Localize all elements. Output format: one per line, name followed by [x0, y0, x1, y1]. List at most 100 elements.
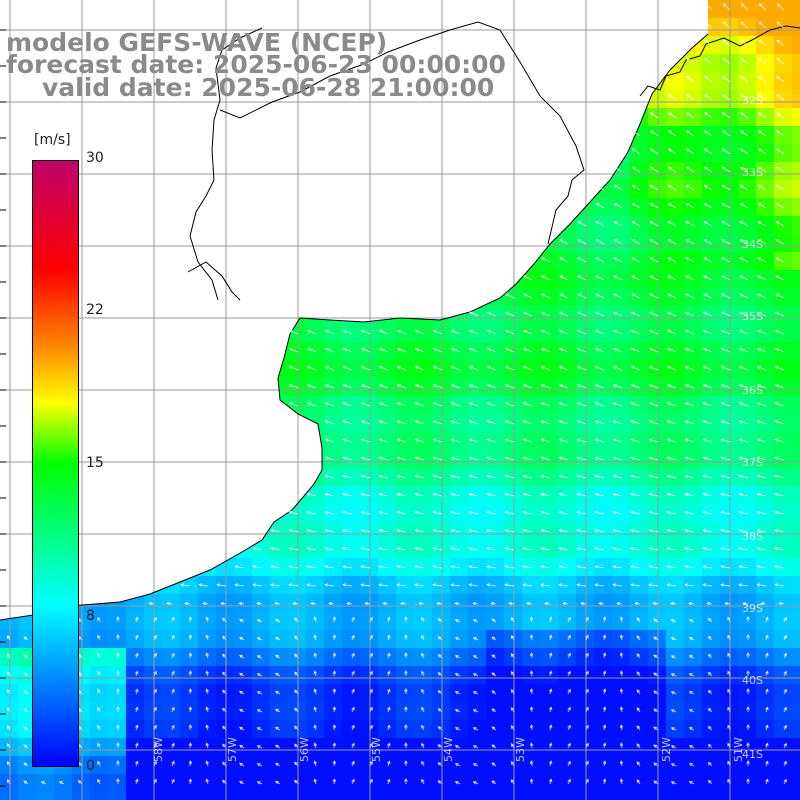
wind-arrow — [523, 293, 533, 299]
wind-arrow — [783, 670, 787, 677]
wind-arrow — [567, 688, 571, 695]
wind-arrow — [171, 706, 175, 713]
wind-arrow — [324, 492, 335, 497]
wind-arrow — [707, 743, 713, 749]
wind-arrow — [454, 745, 461, 749]
wind-arrow — [360, 365, 371, 371]
speed-cell — [774, 558, 793, 577]
wind-arrow — [378, 329, 389, 335]
wind-arrow — [720, 492, 731, 497]
wind-arrow — [396, 565, 407, 569]
speed-cell — [738, 558, 757, 577]
wind-arrow — [612, 402, 623, 407]
wind-arrow — [619, 688, 624, 695]
wind-arrow — [668, 112, 677, 119]
wind-arrow — [468, 347, 479, 353]
speed-cell — [558, 666, 577, 685]
wind-arrow — [739, 293, 749, 299]
wind-arrow — [153, 742, 157, 749]
wind-arrow — [783, 724, 787, 731]
wind-arrow — [256, 691, 263, 695]
wind-arrow — [653, 780, 659, 785]
wind-arrow — [504, 546, 515, 551]
speed-cell — [198, 576, 217, 595]
valid-date: valid date: 2025-06-28 21:00:00 — [42, 73, 495, 102]
wind-arrow — [619, 742, 624, 749]
wind-arrow — [529, 760, 534, 767]
speed-cell — [396, 666, 415, 685]
speed-cell — [162, 594, 181, 613]
wind-arrow — [667, 202, 677, 209]
latitude-label: 39S — [742, 602, 763, 615]
wind-arrow — [670, 673, 677, 677]
wind-arrow — [684, 402, 695, 407]
wind-arrow — [450, 492, 461, 497]
wind-arrow — [576, 492, 587, 497]
wind-arrow — [486, 456, 497, 461]
speed-cell — [792, 270, 800, 289]
wind-arrow — [540, 420, 551, 425]
wind-arrow — [239, 726, 245, 731]
wind-arrow — [222, 617, 227, 623]
wind-arrow — [702, 456, 713, 461]
wind-arrow — [703, 293, 713, 299]
wind-arrow — [707, 689, 713, 695]
wind-arrow — [548, 778, 553, 785]
wind-arrow — [702, 546, 713, 551]
wind-arrow — [421, 616, 425, 623]
wind-arrow — [746, 760, 750, 767]
wind-arrow — [342, 402, 353, 407]
speed-cell — [324, 594, 343, 613]
speed-cell — [270, 594, 289, 613]
wind-arrow — [437, 708, 443, 713]
wind-arrow — [595, 202, 605, 209]
wind-arrow — [360, 474, 371, 479]
wind-arrow — [702, 528, 713, 533]
wind-arrow — [648, 347, 659, 353]
wind-arrow — [567, 742, 571, 749]
wind-arrow — [171, 670, 175, 677]
wind-arrow — [378, 510, 389, 515]
wind-arrow — [540, 583, 551, 587]
speed-cell — [558, 720, 577, 739]
colorbar-tick-30: 30 — [86, 150, 104, 166]
wind-arrow — [602, 670, 607, 677]
latitude-label: 35S — [742, 310, 763, 323]
wind-arrow — [275, 654, 281, 659]
speed-cell — [558, 702, 577, 721]
wind-arrow — [783, 760, 787, 767]
wind-arrow — [738, 565, 749, 569]
wind-arrow — [585, 706, 589, 713]
wind-arrow — [775, 166, 785, 173]
wind-arrow — [594, 583, 605, 587]
wind-arrow — [684, 583, 695, 587]
wind-arrow — [619, 760, 624, 767]
speed-cell — [306, 792, 325, 800]
wind-arrow — [776, 21, 785, 29]
wind-arrow — [436, 601, 443, 606]
wind-arrow — [404, 670, 408, 677]
wind-arrow — [558, 329, 569, 335]
wind-arrow — [351, 778, 355, 785]
wind-arrow — [722, 112, 731, 119]
speed-cell — [378, 594, 397, 613]
wind-arrow — [688, 601, 695, 606]
wind-arrow — [649, 257, 659, 263]
wind-arrow — [421, 778, 425, 785]
wind-arrow — [559, 257, 569, 263]
wind-arrow — [558, 402, 569, 407]
wind-arrow — [721, 221, 731, 227]
wind-arrow — [116, 616, 120, 623]
wind-arrow — [288, 565, 299, 569]
wind-arrow — [740, 39, 749, 47]
wind-arrow — [775, 239, 785, 245]
wind-arrow — [576, 510, 587, 515]
speed-cell — [252, 594, 271, 613]
wind-arrow — [23, 762, 29, 767]
wind-arrow — [548, 616, 553, 623]
wind-arrow — [756, 583, 767, 587]
wind-arrow — [378, 492, 389, 497]
wind-arrow — [135, 742, 139, 749]
wind-arrow — [722, 94, 731, 101]
wind-arrow — [360, 583, 371, 587]
